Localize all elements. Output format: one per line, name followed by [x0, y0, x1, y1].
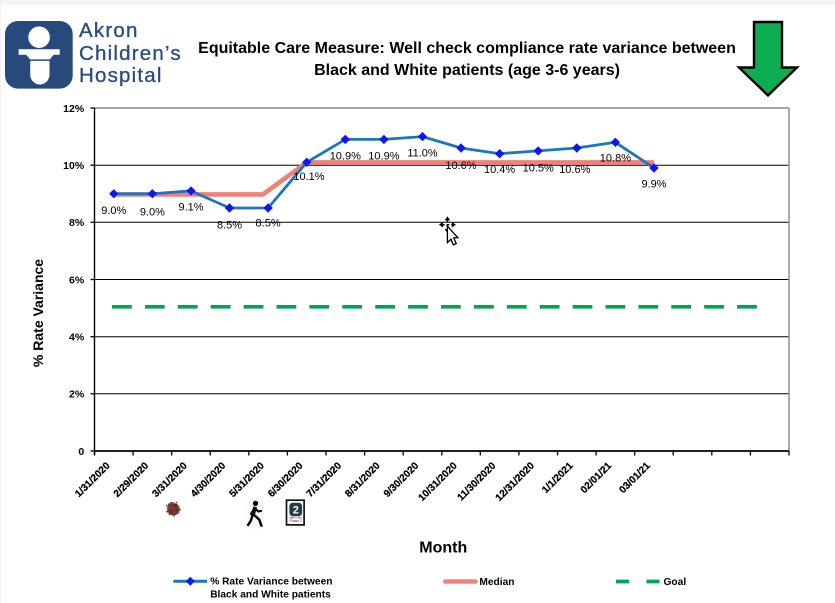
svg-text:03/01/21: 03/01/21 [617, 460, 653, 496]
svg-text:12/31/2020: 12/31/2020 [494, 460, 537, 503]
svg-text:1/31/2020: 1/31/2020 [73, 460, 113, 500]
svg-text:8.5%: 8.5% [256, 217, 281, 229]
svg-text:10.9%: 10.9% [368, 150, 399, 162]
svg-text:2/29/2020: 2/29/2020 [112, 460, 152, 500]
svg-text:9.9%: 9.9% [641, 178, 666, 190]
svg-text:10.8%: 10.8% [600, 152, 631, 164]
svg-text:Phase 2: Phase 2 [289, 519, 302, 523]
svg-text:8/31/2020: 8/31/2020 [343, 460, 383, 500]
svg-text:0: 0 [78, 446, 84, 458]
svg-text:Goal: Goal [664, 577, 687, 588]
svg-text:10.6%: 10.6% [559, 164, 590, 176]
svg-text:Black and White patients: Black and White patients [210, 590, 331, 601]
svg-text:11/30/2020: 11/30/2020 [456, 460, 499, 503]
svg-text:6/30/2020: 6/30/2020 [266, 460, 306, 500]
svg-text:7/31/2020: 7/31/2020 [305, 460, 345, 500]
svg-text:10/31/2020: 10/31/2020 [417, 460, 460, 503]
svg-text:8.5%: 8.5% [217, 219, 242, 231]
svg-text:Median: Median [479, 577, 514, 588]
svg-text:4/30/2020: 4/30/2020 [189, 460, 229, 500]
svg-text:1/1/2021: 1/1/2021 [540, 460, 576, 496]
svg-text:10.1%: 10.1% [293, 171, 324, 183]
svg-text:9/30/2020: 9/30/2020 [382, 460, 422, 500]
svg-text:10.5%: 10.5% [523, 162, 554, 174]
svg-text:4%: 4% [69, 332, 85, 344]
svg-text:10.6%: 10.6% [445, 160, 476, 172]
svg-text:8%: 8% [69, 217, 85, 229]
svg-text:5/31/2020: 5/31/2020 [228, 460, 268, 500]
svg-text:12%: 12% [63, 103, 85, 115]
svg-text:10.9%: 10.9% [330, 150, 361, 162]
svg-text:02/01/21: 02/01/21 [579, 460, 615, 496]
svg-text:2%: 2% [69, 389, 85, 401]
svg-text:Month: Month [419, 540, 467, 557]
svg-text:11.0%: 11.0% [407, 147, 438, 159]
svg-text:% Rate Variance: % Rate Variance [30, 259, 46, 367]
svg-text:10%: 10% [63, 160, 85, 172]
svg-text:10.4%: 10.4% [484, 164, 515, 176]
svg-text:6%: 6% [69, 274, 85, 286]
svg-text:3/31/2020: 3/31/2020 [150, 460, 190, 500]
svg-text:% Rate Variance between: % Rate Variance between [210, 577, 332, 588]
svg-text:2: 2 [293, 505, 299, 517]
svg-text:9.0%: 9.0% [101, 205, 126, 217]
svg-text:9.1%: 9.1% [178, 201, 203, 213]
svg-text:9.0%: 9.0% [140, 207, 165, 219]
